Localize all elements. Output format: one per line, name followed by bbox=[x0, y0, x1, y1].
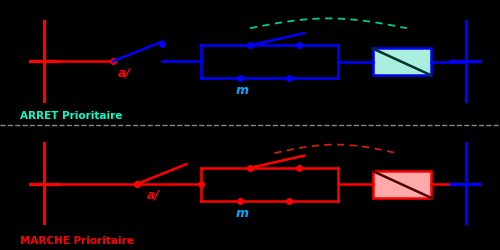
Text: a/: a/ bbox=[118, 66, 130, 79]
Text: ARRET Prioritaire: ARRET Prioritaire bbox=[20, 111, 122, 121]
Text: m: m bbox=[236, 84, 248, 97]
Bar bbox=[372, 48, 432, 76]
Text: m: m bbox=[236, 207, 248, 220]
Text: MARCHE Prioritaire: MARCHE Prioritaire bbox=[20, 236, 134, 246]
Text: a/: a/ bbox=[147, 188, 160, 202]
Bar bbox=[372, 171, 432, 198]
